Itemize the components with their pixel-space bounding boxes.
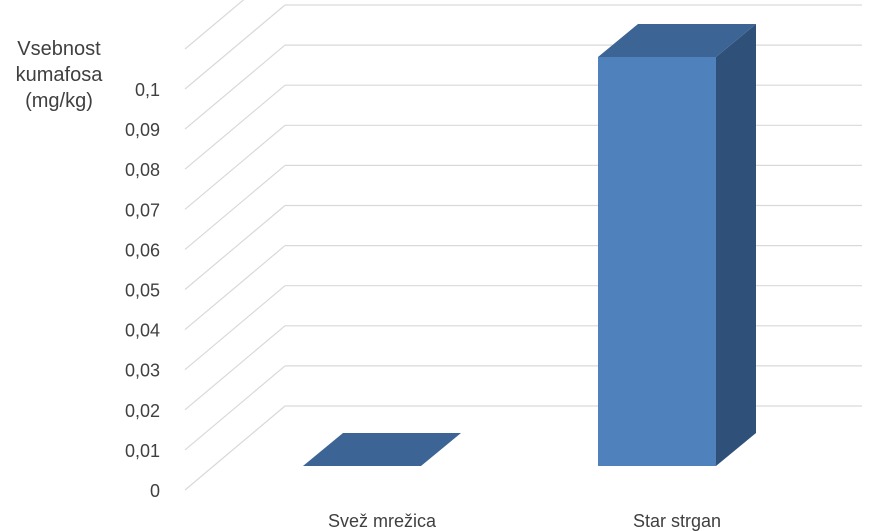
bar-side-face	[716, 23, 756, 466]
y-axis-title-line-3: (mg/kg)	[25, 90, 93, 112]
bar-2	[598, 23, 756, 466]
x-category-label: Svež mrežica	[328, 511, 437, 531]
gridline-diagonal	[184, 205, 286, 290]
gridline-diagonal	[184, 124, 286, 210]
gridlines	[184, 0, 862, 491]
gridline-diagonal	[184, 44, 286, 130]
y-tick-label: 0,04	[125, 321, 160, 341]
y-axis-title-line-1: Vsebnost	[17, 38, 101, 60]
gridline-diagonal	[184, 164, 286, 250]
y-tick-label: 0,06	[125, 240, 160, 260]
y-tick-label: 0,08	[125, 160, 160, 180]
bars	[303, 23, 756, 466]
y-tick-label: 0	[150, 481, 160, 501]
bar-1	[303, 433, 461, 466]
gridline-diagonal	[184, 84, 286, 170]
gridline-diagonal	[184, 405, 286, 491]
bar-top-face	[303, 433, 461, 466]
y-tick-label: 0,05	[125, 281, 160, 301]
y-tick-label: 0,03	[125, 361, 160, 381]
x-category-label: Star strgan	[633, 511, 721, 531]
y-tick-label: 0,07	[125, 200, 160, 220]
gridline-diagonal	[184, 245, 286, 331]
y-tick-label: 0,02	[125, 401, 160, 421]
x-category-labels: Svež mrežica Star strgan	[328, 511, 721, 531]
gridline-diagonal	[184, 4, 286, 90]
y-tick-labels: 0 0,01 0,02 0,03 0,04 0,05 0,06 0,07 0,08 0,09 0,1	[125, 80, 160, 501]
gridline-diagonal	[184, 365, 286, 451]
bar-top-face	[598, 23, 756, 57]
y-tick-label: 0,1	[135, 80, 160, 100]
y-axis-title-line-2: kumafosa	[15, 64, 103, 86]
y-tick-label: 0,01	[125, 441, 160, 461]
gridline-diagonal	[184, 0, 245, 50]
bar-front-face	[598, 56, 716, 466]
gridline-diagonal	[184, 285, 286, 371]
gridline-diagonal	[184, 325, 286, 411]
y-tick-label: 0,09	[125, 120, 160, 140]
